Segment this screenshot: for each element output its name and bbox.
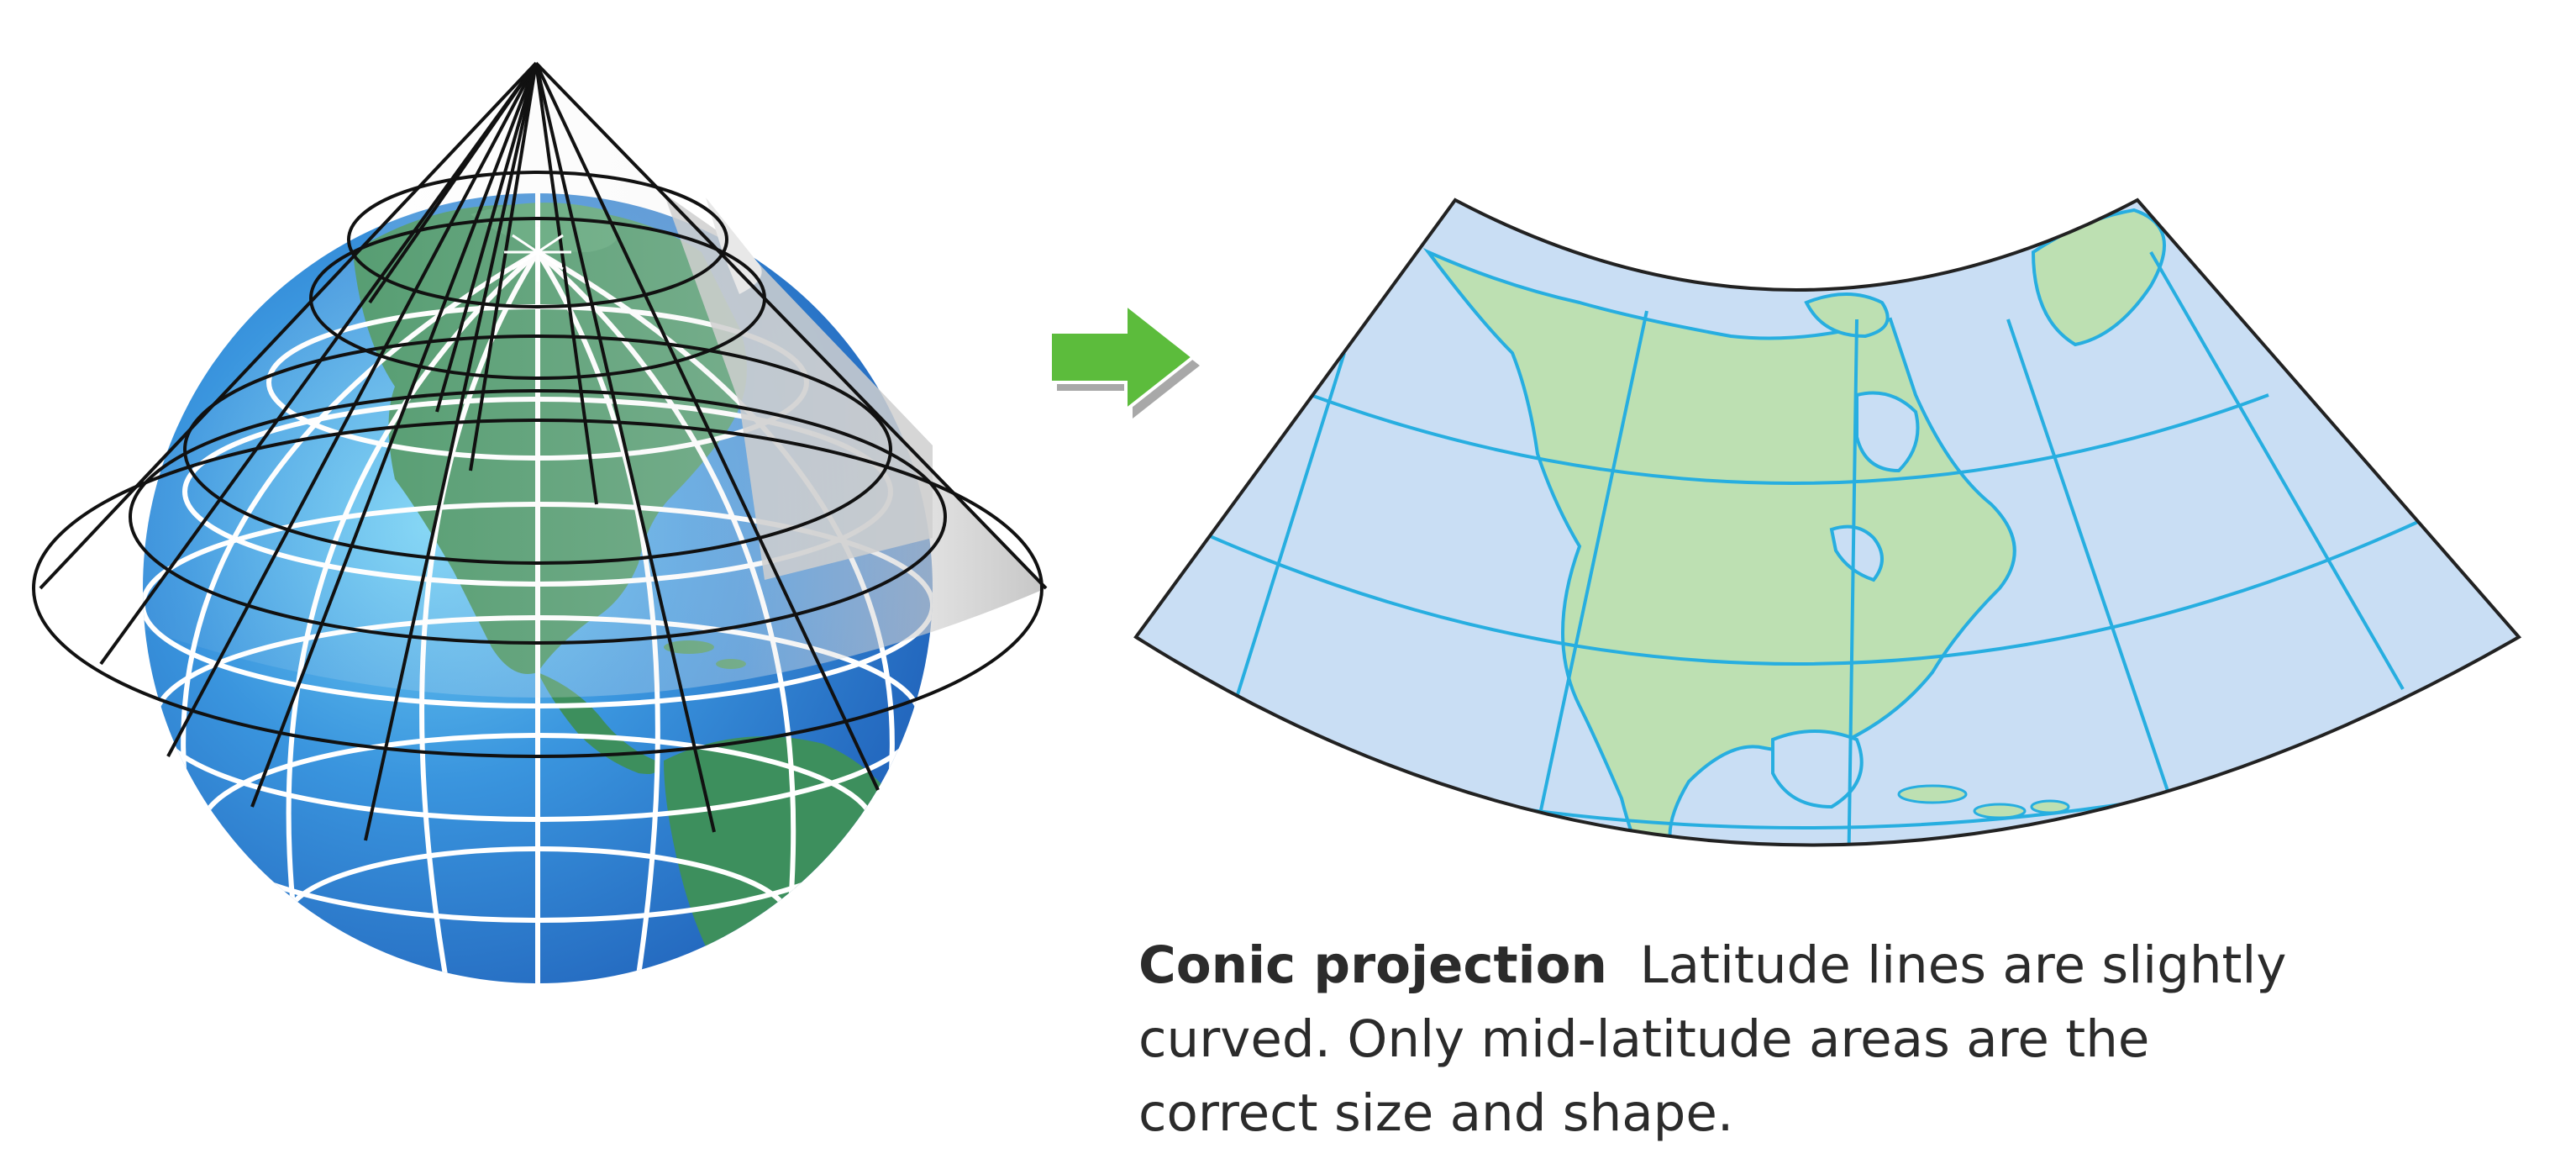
map-arctic-islands (1804, 292, 1890, 339)
caption-line-1: Conic projection Latitude lines are slig… (1138, 929, 2483, 1003)
map-great-lakes (1829, 524, 1884, 582)
caption: Conic projection Latitude lines are slig… (1138, 929, 2483, 1151)
caption-line-3: correct size and shape. (1138, 1083, 1734, 1143)
caption-line-2: curved. Only mid-latitude areas are the (1138, 1009, 2150, 1069)
right-arrow-icon (1049, 300, 1200, 419)
map-hudson-bay (1855, 391, 1920, 473)
caption-text-1: Latitude lines are slightly (1639, 935, 2287, 995)
projection-cone (32, 61, 1048, 841)
caption-title: Conic projection (1138, 935, 1607, 995)
globe-central-america (538, 672, 658, 774)
conic-projection-map-icon (1133, 198, 2522, 847)
globe-with-cone-icon (32, 61, 1048, 983)
map-gulf-of-mexico (1771, 729, 1864, 809)
